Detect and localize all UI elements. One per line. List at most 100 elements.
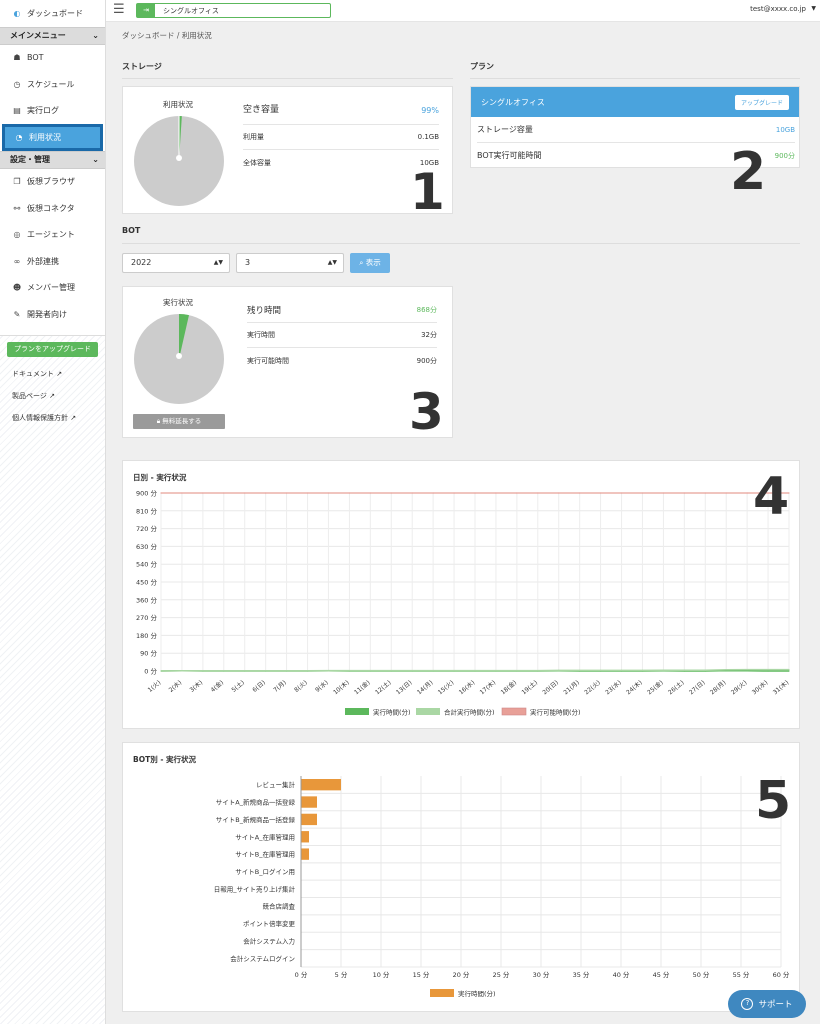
sidebar-item-robot[interactable]: ☗ BOT xyxy=(0,44,105,71)
browser-icon: ❐ xyxy=(13,177,21,187)
sidebar-link-privacy[interactable]: 個人情報保護方針 ↗ xyxy=(12,413,77,422)
user-email[interactable]: test@xxxx.co.jp xyxy=(750,5,806,13)
year-value: 2022 xyxy=(131,258,152,267)
x-tick-label: 10 分 xyxy=(373,970,390,979)
series-2-point xyxy=(286,492,288,494)
series-2-point xyxy=(516,492,518,494)
x-tick-label: 5 分 xyxy=(335,970,348,979)
year-select[interactable]: 2022 ▲▼ xyxy=(122,253,230,273)
legend-label: 実行時間(分) xyxy=(373,708,411,717)
series-1-point xyxy=(620,669,623,672)
annotation-1: 1 xyxy=(410,163,445,221)
upgrade-button[interactable]: アップグレード xyxy=(734,94,789,110)
office-name: シングルオフィス xyxy=(163,6,219,15)
caret-down-icon[interactable]: ▼ xyxy=(811,5,816,12)
series-1-point xyxy=(579,669,581,672)
sidebar-item-label: 仮想ブラウザ xyxy=(27,177,75,187)
x-tick-label: 55 分 xyxy=(733,970,750,979)
month-select[interactable]: 3 ▲▼ xyxy=(236,253,344,273)
upgrade-plan-button[interactable]: プランをアップグレード xyxy=(7,341,98,357)
bar xyxy=(301,848,309,860)
remaining-value: 868分 xyxy=(416,305,437,314)
sidebar-item-file[interactable]: ▤ 実行ログ xyxy=(0,97,105,124)
used-label: 利用量 xyxy=(243,133,264,141)
sidebar-item-piechart[interactable]: ◔ 利用状況 xyxy=(2,124,103,151)
x-tick-label: 11(金) xyxy=(352,678,371,696)
external-link-icon: ↗ xyxy=(56,369,63,378)
sidebar-item-label: 開発者向け xyxy=(27,309,67,319)
series-2-point xyxy=(411,492,413,494)
sidebar-item-agent[interactable]: ◎ エージェント xyxy=(0,221,105,248)
series-2-point xyxy=(306,492,309,494)
main-menu-header[interactable]: メインメニュー ⌄ xyxy=(0,26,105,45)
sidebar-item-connector[interactable]: ⚯ 仮想コネクタ xyxy=(0,195,105,222)
users-icon: ☻ xyxy=(12,283,22,293)
show-button[interactable]: ⌕ 表示 xyxy=(350,253,390,273)
x-tick-label: 28(月) xyxy=(709,679,728,696)
dashboard-icon: ◐ xyxy=(13,8,21,18)
legend-label: 実行可能時間(分) xyxy=(530,708,581,717)
x-tick-label: 14(月) xyxy=(416,679,435,696)
agent-icon: ◎ xyxy=(13,230,21,240)
x-tick-label: 20(日) xyxy=(541,679,560,696)
series-1-point xyxy=(411,670,413,672)
series-1-point xyxy=(725,669,727,671)
plan-name: シングルオフィス xyxy=(481,97,545,107)
series-2-point xyxy=(474,492,476,494)
plan-card: シングルオフィス アップグレード ストレージ容量 10GB BOT実行可能時間 … xyxy=(470,86,800,168)
series-1-point xyxy=(223,670,225,672)
sidebar-link-product[interactable]: 製品ページ ↗ xyxy=(12,391,55,400)
series-2-point xyxy=(620,492,623,494)
sidebar-item-dashboard[interactable]: ◐ ダッシュボード xyxy=(0,0,105,27)
sidebar: ◐ ダッシュボード メインメニュー ⌄ ☗ BOT ◷ スケジュール ▤ 実行ログ ◔ 利用状… xyxy=(0,0,106,1024)
sidebar-item-label: ダッシュボード xyxy=(27,8,83,18)
daily-line-chart: 900 分 810 分 720 分 630 分 540 分 450 分 360 分 270 分… xyxy=(136,489,790,717)
sidebar-item-clock[interactable]: ◷ スケジュール xyxy=(0,71,105,98)
support-button[interactable]: ? サポート xyxy=(728,990,806,1018)
x-tick-label: 29(火) xyxy=(730,679,749,696)
series-2-point xyxy=(390,492,392,494)
x-tick-label: 12(土) xyxy=(373,678,392,696)
office-selector[interactable]: ⇥ シングルオフィス xyxy=(136,3,331,18)
clock-icon: ◷ xyxy=(13,79,21,89)
series-2-point xyxy=(495,492,497,494)
x-tick-label: 9(水) xyxy=(314,678,330,693)
series-1-point xyxy=(181,670,183,672)
x-tick-label: 15(火) xyxy=(437,679,456,696)
legend-swatch xyxy=(501,707,527,716)
y-category-label: 競合店調査 xyxy=(263,902,296,911)
x-tick-label: 27(日) xyxy=(688,679,707,696)
bot-bar-chart: 0 分 5 分 10 分 15 分 20 分 25 分 30 分 35 分 40 分 45 分 50… xyxy=(214,776,790,998)
breadcrumb-home[interactable]: ダッシュボード xyxy=(122,31,175,40)
plan-storage-label: ストレージ容量 xyxy=(477,125,533,134)
y-tick-label: 900 分 xyxy=(136,489,157,498)
search-icon: ⌕ xyxy=(359,258,364,267)
storage-used-slice xyxy=(179,116,182,161)
month-value: 3 xyxy=(245,258,251,267)
series-1-point xyxy=(474,670,476,672)
remaining-label: 残り時間 xyxy=(247,305,282,316)
extend-button[interactable]: 🔒︎ 無料延長する xyxy=(133,414,225,429)
sidebar-item-browser[interactable]: ❐ 仮想ブラウザ xyxy=(0,168,105,195)
x-tick-label: 2(水) xyxy=(167,678,183,693)
series-2-point xyxy=(432,492,434,494)
x-tick-label: 4(金) xyxy=(209,678,225,693)
series-1-point xyxy=(327,670,330,672)
hamburger-icon[interactable]: ☰ xyxy=(113,2,125,17)
select-arrows-icon: ▲▼ xyxy=(327,259,337,266)
series-1-point xyxy=(348,670,350,672)
sidebar-item-wrench[interactable]: ✎ 開発者向け xyxy=(0,301,105,328)
series-1-point xyxy=(244,670,246,672)
sidebar-item-users[interactable]: ☻ メンバー管理 xyxy=(0,274,105,301)
sidebar-item-link[interactable]: ∞ 外部連携 xyxy=(0,248,105,275)
series-1-point xyxy=(600,669,602,672)
series-2-point xyxy=(662,492,665,494)
used-value: 0.1GB xyxy=(417,133,439,141)
sidebar-link-docs[interactable]: ドキュメント ↗ xyxy=(12,369,63,378)
total-value: 10GB xyxy=(419,158,439,167)
storage-pie-chart xyxy=(134,116,224,206)
series-2-point xyxy=(683,492,685,494)
x-tick-label: 35 分 xyxy=(573,970,590,979)
settings-menu-header[interactable]: 設定・管理 ⌄ xyxy=(0,150,105,169)
series-2-point xyxy=(767,492,769,494)
